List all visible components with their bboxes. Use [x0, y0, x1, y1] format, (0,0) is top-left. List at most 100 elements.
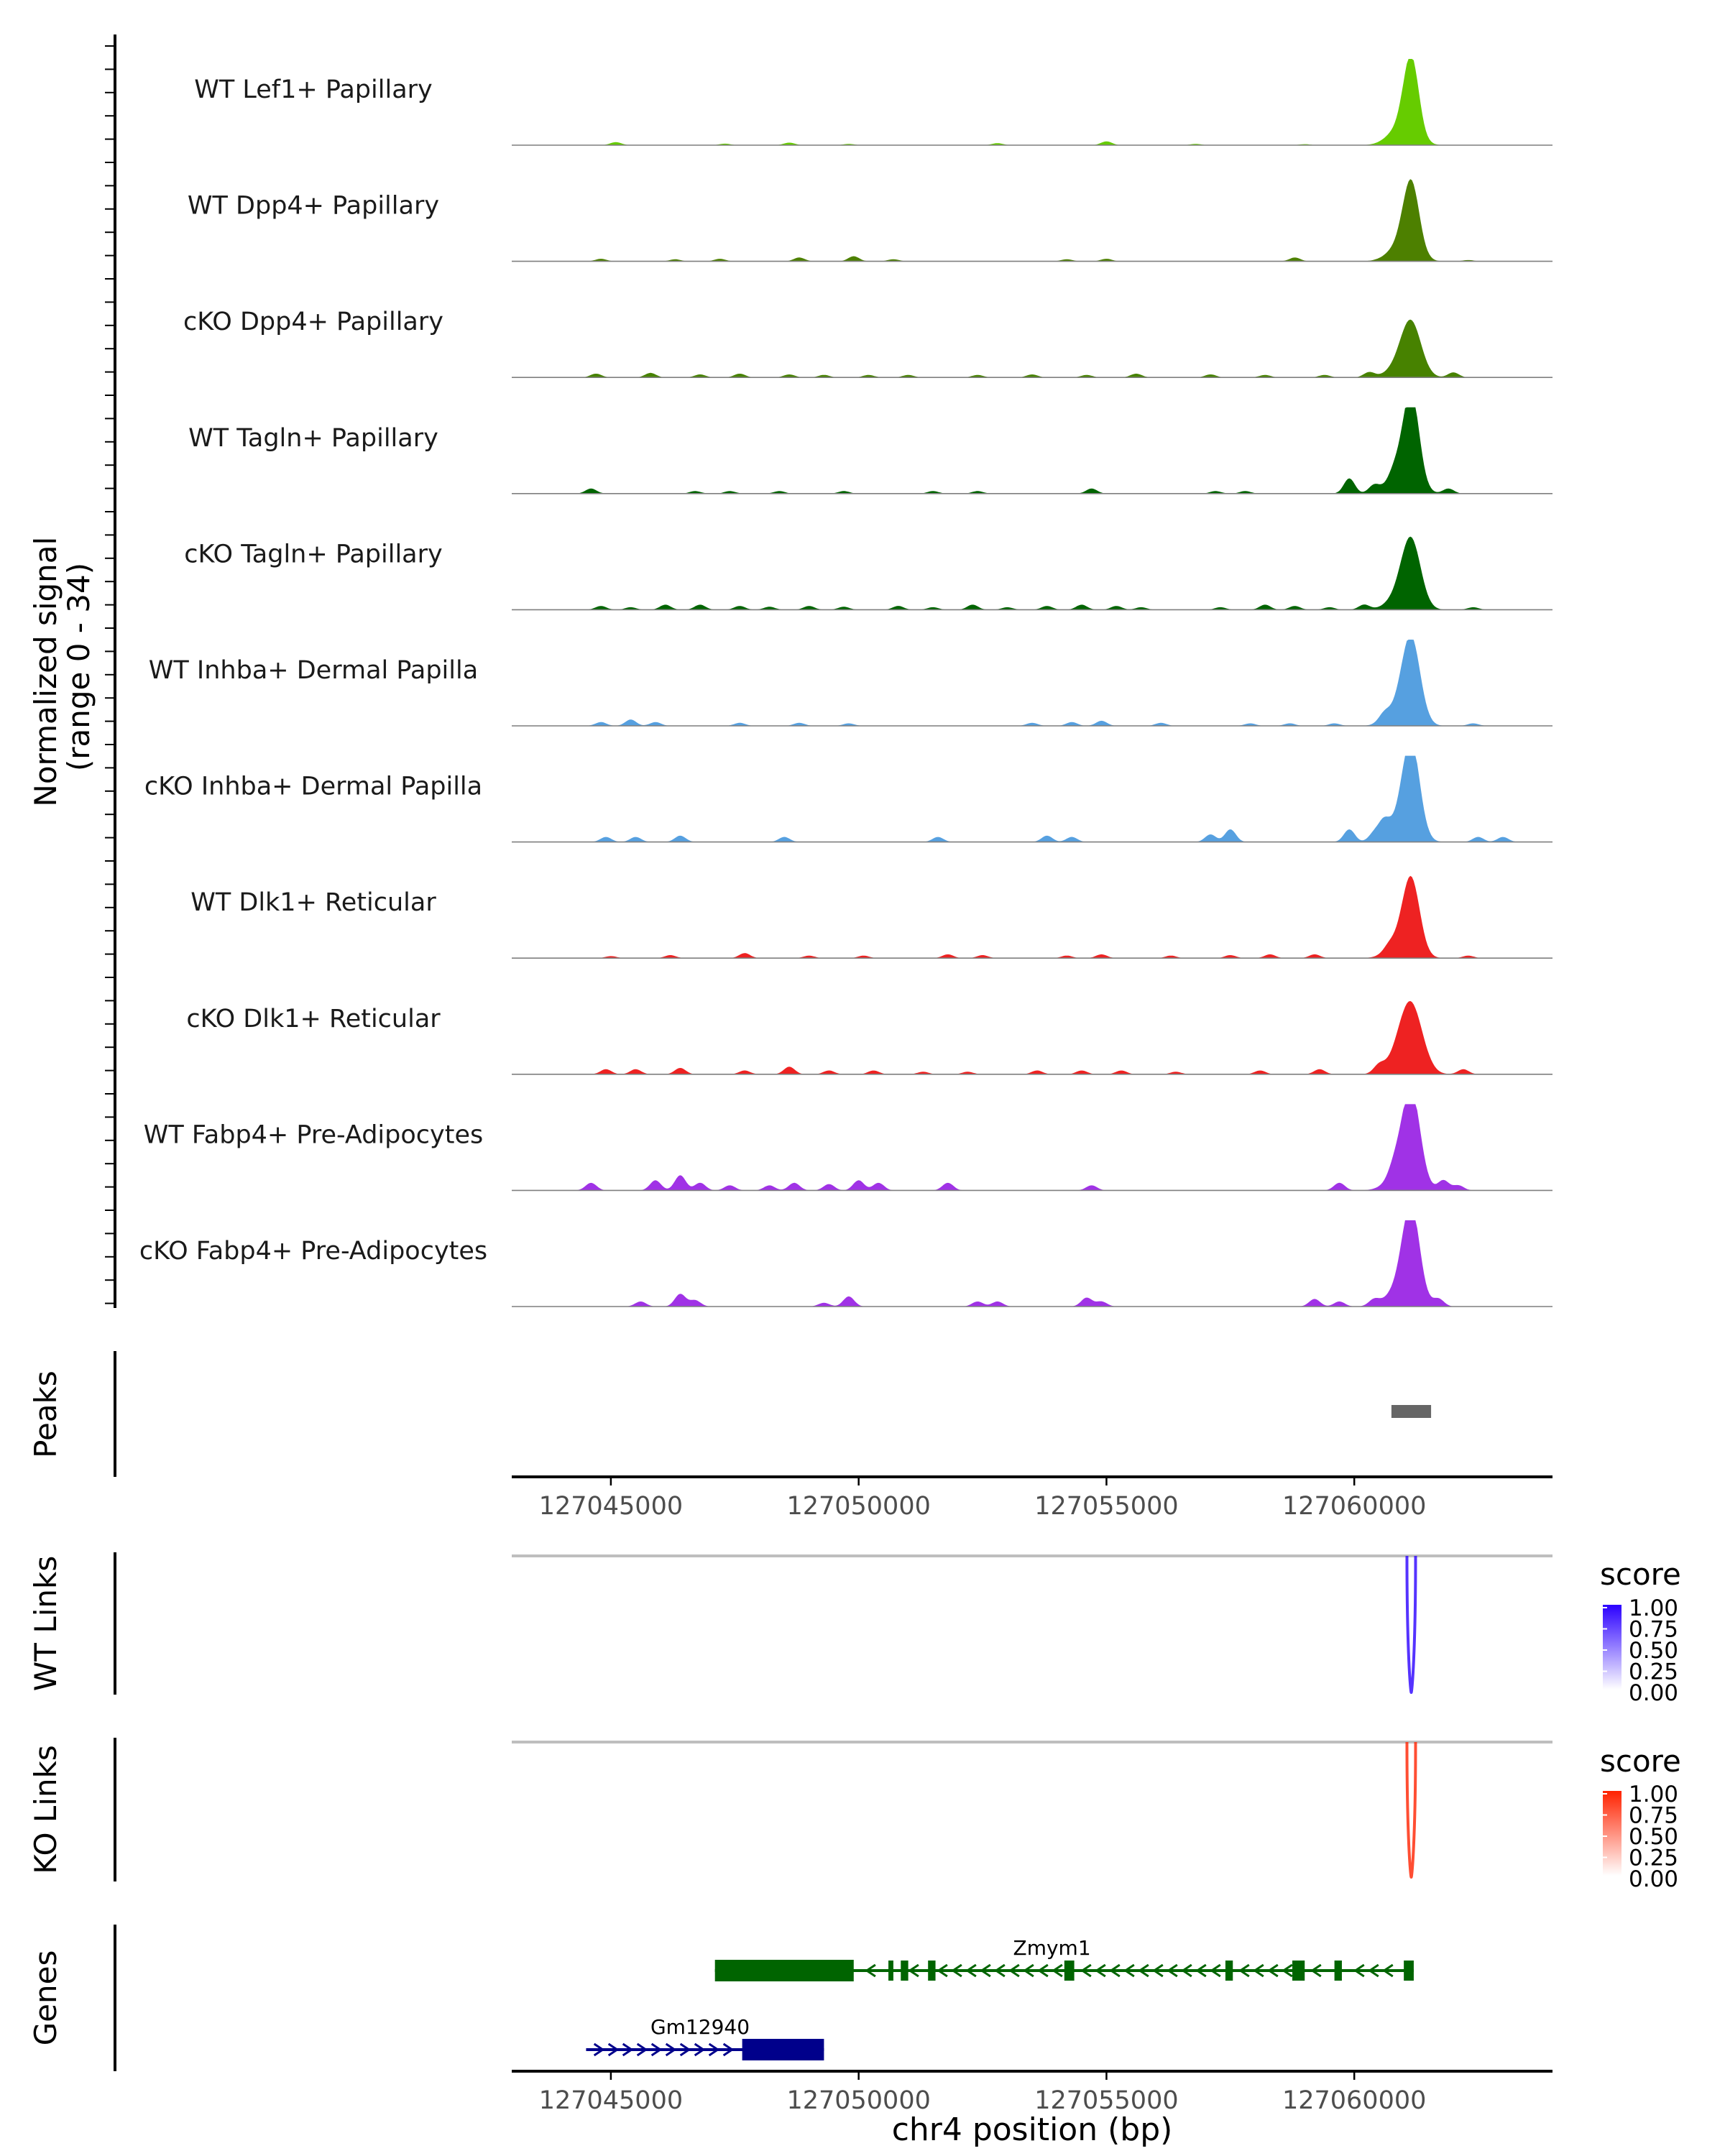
- strand-arrow: [965, 1963, 977, 1978]
- gene-exon: [928, 1961, 936, 1981]
- track-label: WT Fabp4+ Pre-Adipocytes: [144, 1120, 483, 1149]
- legend-tick-label: 0.25: [1629, 1846, 1678, 1871]
- coverage-area: [512, 755, 1552, 842]
- strand-arrow: [1037, 1963, 1049, 1978]
- wt-legend-ticks: 1.000.750.500.250.00: [1603, 1595, 1678, 1706]
- wt-links-layer: [512, 1554, 1552, 1695]
- x-axis-bottom: 127045000 127050000 127055000 127060000: [539, 2071, 1426, 2115]
- coverage-area: [512, 1104, 1552, 1191]
- strand-arrow: [1123, 1963, 1135, 1978]
- link-arc: [1405, 1741, 1417, 1879]
- strand-arrow: [1353, 1963, 1365, 1978]
- gene-exon: [1292, 1961, 1305, 1981]
- strand-arrow: [908, 1963, 919, 1978]
- strand-arrow: [636, 2042, 648, 2057]
- coverage-y-label-line2: (range 0 - 34): [61, 563, 96, 771]
- x-tick-label: 127045000: [539, 1492, 683, 1521]
- coverage-y-label: Normalized signal (range 0 - 34): [28, 527, 96, 806]
- strand-arrow: [622, 2042, 634, 2057]
- strand-arrow: [1181, 1963, 1192, 1978]
- strand-arrow: [665, 2042, 677, 2057]
- coverage-track: cKO Dlk1+ Reticular: [186, 1000, 1552, 1075]
- ko-legend-ticks: 1.000.750.500.250.00: [1603, 1782, 1678, 1892]
- legend-tick-label: 0.50: [1629, 1824, 1678, 1850]
- strand-arrow: [937, 1963, 948, 1978]
- peak-region: [1391, 1405, 1432, 1418]
- strand-arrow: [1095, 1963, 1106, 1978]
- gene-exon: [1404, 1961, 1414, 1981]
- strand-arrow: [1382, 1963, 1394, 1978]
- genes-label: Genes: [28, 1950, 63, 2046]
- gene-label: Zmym1: [1013, 1936, 1091, 1960]
- strand-arrow: [1238, 1963, 1250, 1978]
- coverage-track: WT Tagln+ Papillary: [188, 407, 1552, 494]
- coverage-area: [512, 1220, 1552, 1307]
- x-axis-top: 127045000 127050000 127055000 127060000: [539, 1477, 1426, 1521]
- gene-exon: [714, 1960, 854, 1981]
- peaks-label: Peaks: [28, 1370, 63, 1458]
- strand-arrow: [593, 2042, 605, 2057]
- legend-tick-label: 0.75: [1629, 1803, 1678, 1829]
- legend-tick-label: 0.75: [1629, 1617, 1678, 1643]
- coverage-track: cKO Dpp4+ Papillary: [183, 308, 1552, 379]
- x-tick-label: 127050000: [786, 1492, 930, 1521]
- strand-arrow: [1023, 1963, 1034, 1978]
- gene-model: Gm12940: [586, 2015, 824, 2060]
- strand-arrow: [708, 2042, 720, 2057]
- coverage-track: cKO Inhba+ Dermal Papilla: [144, 755, 1552, 843]
- strand-arrow: [1138, 1963, 1149, 1978]
- strand-arrow: [980, 1963, 991, 1978]
- coverage-track: WT Dpp4+ Papillary: [188, 179, 1552, 262]
- gene-exon: [1334, 1961, 1342, 1981]
- strand-arrow: [650, 2042, 663, 2057]
- coverage-area: [512, 179, 1552, 262]
- strand-arrow: [994, 1963, 1006, 1978]
- legend-tick-label: 0.25: [1629, 1659, 1678, 1685]
- track-label: cKO Tagln+ Papillary: [184, 540, 443, 568]
- legend-tick-label: 0.50: [1629, 1638, 1678, 1664]
- coverage-area: [512, 536, 1552, 610]
- strand-arrow: [1152, 1963, 1164, 1978]
- strand-arrow: [1282, 1963, 1293, 1978]
- strand-arrow: [1195, 1963, 1207, 1978]
- x-tick-label: 127060000: [1282, 2086, 1426, 2115]
- strand-arrow: [1167, 1963, 1178, 1978]
- gene-exon: [742, 2039, 824, 2060]
- coverage-track: cKO Fabp4+ Pre-Adipocytes: [139, 1220, 1552, 1307]
- coverage-area: [512, 875, 1552, 959]
- strand-arrow: [1052, 1963, 1063, 1978]
- ko-links-legend: score 1.000.750.500.250.00: [1600, 1743, 1681, 1892]
- gene-exon: [1225, 1961, 1233, 1981]
- wt-legend-title: score: [1600, 1557, 1681, 1592]
- coverage-area: [512, 1000, 1552, 1074]
- strand-arrow: [722, 2042, 735, 2057]
- strand-arrow: [1080, 1963, 1092, 1978]
- ko-links-label: KO Links: [28, 1745, 63, 1874]
- x-tick-label: 127055000: [1034, 2086, 1178, 2115]
- coverage-y-label-line1: Normalized signal: [28, 537, 63, 807]
- coverage-track: WT Dlk1+ Reticular: [190, 875, 1552, 959]
- coverage-tracks: WT Lef1+ Papillary WT Dpp4+ Papillary cKO …: [139, 59, 1552, 1307]
- track-label: WT Dlk1+ Reticular: [190, 888, 436, 917]
- track-label: cKO Dpp4+ Papillary: [183, 308, 443, 336]
- strand-arrow: [1368, 1963, 1379, 1978]
- genes-layer: Zmym1 Gm12940: [586, 1936, 1414, 2060]
- wt-legend-colorbar: [1603, 1605, 1622, 1690]
- gene-exon: [1064, 1961, 1075, 1981]
- strand-arrow: [1253, 1963, 1264, 1978]
- legend-tick-label: 1.00: [1629, 1782, 1678, 1807]
- strand-arrow: [679, 2042, 691, 2057]
- coverage-y-ticks: [105, 45, 115, 1304]
- legend-tick-label: 0.00: [1629, 1866, 1678, 1892]
- coverage-track: WT Fabp4+ Pre-Adipocytes: [144, 1104, 1552, 1192]
- track-label: cKO Fabp4+ Pre-Adipocytes: [139, 1237, 487, 1266]
- x-tick-label: 127045000: [539, 2086, 683, 2115]
- track-label: WT Lef1+ Papillary: [194, 75, 433, 104]
- strand-arrow: [1109, 1963, 1121, 1978]
- strand-arrow: [951, 1963, 962, 1978]
- legend-tick-label: 0.00: [1629, 1680, 1678, 1706]
- coverage-track: WT Lef1+ Papillary: [194, 59, 1552, 146]
- x-tick-label: 127055000: [1034, 1492, 1178, 1521]
- gene-exon: [901, 1961, 908, 1981]
